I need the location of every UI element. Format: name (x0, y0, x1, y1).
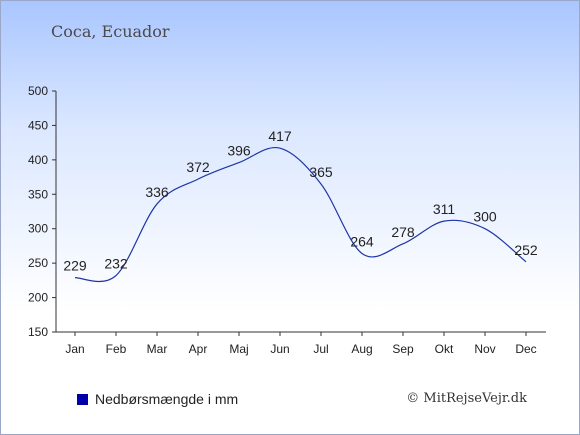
x-tick-label: Okt (435, 342, 454, 356)
data-label: 300 (473, 209, 497, 225)
precipitation-chart: 150 200 250 300 350 400 450 500 Jan Feb Mar Apr Maj J… (28, 84, 546, 356)
data-label: 278 (391, 224, 415, 240)
y-tick-label: 400 (28, 153, 48, 167)
data-label: 232 (104, 256, 128, 272)
data-label: 311 (433, 201, 456, 217)
x-tick-label: Jul (313, 342, 328, 356)
chart-location-title: Coca, Ecuador (51, 22, 170, 41)
legend-swatch (77, 394, 88, 405)
x-tick-label: Dec (515, 342, 536, 356)
y-tick-label: 450 (28, 118, 48, 132)
x-tick-label: Maj (229, 342, 248, 356)
x-tick-label: Jun (270, 342, 289, 356)
x-tick-label: Apr (189, 342, 208, 356)
y-tick-label: 250 (28, 256, 48, 270)
x-tick-label: Jan (65, 342, 84, 356)
data-label: 229 (63, 258, 87, 274)
x-tick-label: Aug (351, 342, 372, 356)
y-tick-label: 300 (28, 222, 48, 236)
x-tick-label: Nov (474, 342, 495, 356)
data-label: 417 (268, 128, 292, 144)
y-tick-label: 200 (28, 291, 48, 305)
data-label: 336 (145, 184, 169, 200)
data-label: 396 (227, 143, 251, 159)
x-tick-label: Mar (147, 342, 168, 356)
data-label: 365 (309, 164, 333, 180)
y-tick-label: 150 (28, 325, 48, 339)
x-tick-label: Feb (106, 342, 127, 356)
x-tick-label: Sep (392, 342, 414, 356)
data-label: 252 (514, 242, 538, 258)
y-tick-label: 500 (28, 84, 48, 98)
series-line-precipitation (74, 146, 527, 283)
y-tick-label: 350 (28, 187, 48, 201)
legend-label: Nedbørsmængde i mm (95, 391, 239, 407)
data-label: 372 (186, 159, 210, 175)
data-label: 264 (350, 234, 374, 250)
copyright-text: © MitRejseVejr.dk (406, 391, 527, 406)
